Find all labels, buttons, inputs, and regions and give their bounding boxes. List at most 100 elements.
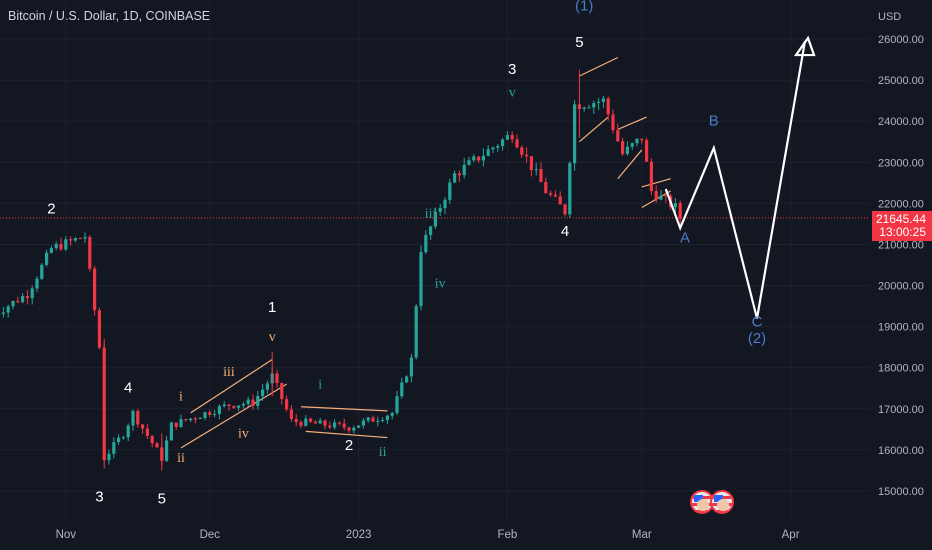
candle-body — [391, 413, 394, 416]
candle-body — [664, 195, 667, 196]
time-tick-label: Feb — [497, 529, 517, 541]
candle-body — [563, 204, 566, 214]
candle-body — [549, 193, 552, 195]
wave-label-primary: 2 — [47, 201, 55, 218]
candle-body — [597, 102, 600, 103]
price-tick-label: 23000.00 — [878, 157, 924, 169]
candle-body — [2, 312, 5, 313]
wave-label-primary: 1 — [268, 299, 276, 316]
candle-body — [21, 296, 24, 302]
candle-body — [659, 195, 662, 199]
candle-body — [592, 103, 595, 107]
candle-body — [347, 427, 350, 430]
wave-label-minor: iv — [238, 427, 249, 442]
wave-label-primary: 3 — [95, 488, 103, 505]
candle-body — [463, 165, 466, 175]
candle-body — [530, 156, 533, 170]
time-tick-label: Nov — [56, 529, 77, 541]
candle-body — [223, 405, 226, 407]
price-tick-label: 15000.00 — [878, 486, 924, 498]
price-tick-label: 21000.00 — [878, 239, 924, 251]
candle-body — [395, 396, 398, 413]
candle-body — [467, 160, 470, 165]
time-axis[interactable]: Nov Dec 2023 Feb Mar Apr — [56, 529, 800, 541]
candle-body — [304, 419, 307, 426]
candle-body — [635, 139, 638, 143]
candle-body — [472, 156, 475, 160]
candle-body — [631, 143, 634, 147]
wave-label-minor: iii — [425, 207, 437, 222]
candle-body — [117, 438, 120, 442]
candle-body — [189, 418, 192, 420]
candle-body — [496, 146, 499, 148]
wave-label-primary: 5 — [158, 490, 166, 507]
us-flag-event-icon[interactable] — [710, 490, 734, 514]
wave-label-primary: 2 — [345, 437, 353, 454]
candle-body — [362, 421, 365, 426]
candle-body — [299, 422, 302, 426]
candle-body — [357, 425, 360, 427]
candle-body — [539, 169, 542, 182]
candle-body — [266, 383, 269, 389]
candle-body — [127, 426, 130, 438]
time-tick-label: 2023 — [346, 529, 372, 541]
candle-body — [165, 440, 168, 460]
candle-body — [559, 196, 562, 204]
candle-body — [511, 135, 514, 139]
candle-body — [179, 419, 182, 427]
candle-body — [491, 148, 494, 150]
wave-label-minor: iii — [223, 365, 235, 380]
projection-path — [666, 41, 805, 318]
candle-body — [443, 200, 446, 208]
candle-body — [506, 135, 509, 139]
candle-body — [141, 425, 144, 429]
candle-body — [415, 306, 418, 357]
candle-body — [295, 419, 298, 422]
candle-body — [275, 373, 278, 383]
price-tick-label: 24000.00 — [878, 116, 924, 128]
candle-body — [453, 173, 456, 182]
candle-body — [323, 420, 326, 425]
candle-body — [424, 235, 427, 252]
candle-body — [640, 139, 643, 140]
candle-body — [184, 419, 187, 420]
candle-body — [69, 239, 72, 240]
wave-label-minor: iv — [435, 277, 446, 292]
wave-label-minor: i — [318, 377, 322, 392]
economic-events[interactable] — [690, 490, 736, 518]
wave-label-primary: 5 — [575, 34, 583, 51]
candle-body — [242, 404, 245, 406]
candle-body — [170, 423, 173, 441]
candle-body — [107, 454, 110, 460]
candle-body — [247, 400, 250, 404]
candle-body — [64, 239, 67, 249]
candle-body — [376, 421, 379, 422]
wave-label-corrective: B — [709, 112, 719, 129]
price-tick-label: 26000.00 — [878, 34, 924, 46]
wedge2-lower — [618, 150, 642, 179]
candle-body — [482, 156, 485, 161]
candle-body — [386, 416, 389, 420]
candle-body — [122, 437, 125, 438]
candle-body — [175, 423, 178, 427]
candle-body — [626, 147, 629, 154]
wedge-upper — [579, 57, 617, 75]
candle-body — [544, 182, 547, 193]
price-axis[interactable]: USD 26000.00 25000.00 24000.00 23000.00 22000… — [878, 11, 924, 498]
candle-body — [679, 203, 682, 219]
candle-body — [26, 296, 29, 298]
bar-countdown: 13:00:25 — [872, 226, 926, 239]
wave-label-primary: 4 — [561, 223, 569, 240]
candle-body — [55, 244, 58, 248]
candle-body — [405, 377, 408, 383]
candle-body — [650, 162, 653, 191]
candle-body — [611, 114, 614, 130]
candle-body — [319, 420, 322, 423]
wave-label-minor: ii — [177, 451, 185, 466]
candle-body — [83, 237, 86, 238]
wave-label-minor: v — [269, 330, 276, 345]
candle-body — [410, 357, 413, 376]
candle-body — [11, 301, 14, 306]
